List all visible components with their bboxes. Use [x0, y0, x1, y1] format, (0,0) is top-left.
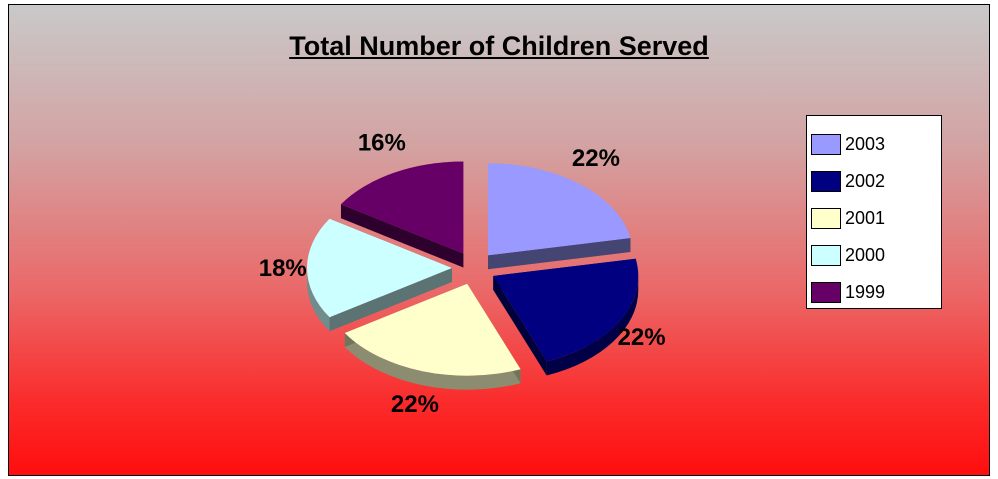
pie-slice: [493, 258, 639, 362]
legend-swatch: [811, 208, 841, 229]
pie-slice-side: [546, 275, 639, 376]
pie-labels: 22% 22% 22% 18% 16%: [259, 130, 666, 418]
legend-swatch: [811, 245, 841, 266]
pie-slice-label: 18%: [259, 255, 307, 282]
pie-slice-wall: [329, 268, 452, 332]
legend-label: 2003: [845, 134, 886, 154]
legend-swatch: [811, 171, 841, 192]
pie-slice: [488, 163, 631, 256]
chart-area: Total Number of Children Served 22% 22% 22…: [8, 4, 990, 476]
pie-slice-label: 22%: [618, 324, 666, 351]
pie-slice-wall: [488, 238, 631, 270]
pie-chart: 22% 22% 22% 18% 16%: [259, 130, 666, 418]
legend-item: 1999: [807, 274, 941, 311]
pie-slice-side: [307, 268, 330, 332]
legend-item: 2003: [807, 126, 941, 163]
pie-slice-label: 22%: [391, 391, 439, 418]
pie-slice-wall: [493, 275, 547, 376]
pie-tops: [307, 161, 639, 376]
legend-label: 2001: [845, 208, 886, 228]
legend-item: 2002: [807, 163, 941, 200]
pie-slice: [307, 218, 452, 318]
pie-slice: [340, 161, 464, 254]
legend: 2003 2002 2001 2000 1999: [806, 115, 942, 309]
legend-label: 2000: [845, 245, 886, 265]
legend-swatch: [811, 134, 841, 155]
pie-slice: [344, 283, 521, 376]
chart-title: Total Number of Children Served: [289, 31, 709, 61]
legend-item: 2001: [807, 200, 941, 237]
legend-item: 2000: [807, 237, 941, 274]
pie-slice-side: [344, 332, 521, 390]
pie-slice-wall: [340, 204, 464, 268]
pie-slice-label: 16%: [358, 130, 406, 157]
legend-label: 2002: [845, 171, 886, 191]
pie-slice-label: 22%: [572, 145, 620, 172]
legend-swatch: [811, 282, 841, 303]
legend-label: 1999: [845, 282, 886, 302]
